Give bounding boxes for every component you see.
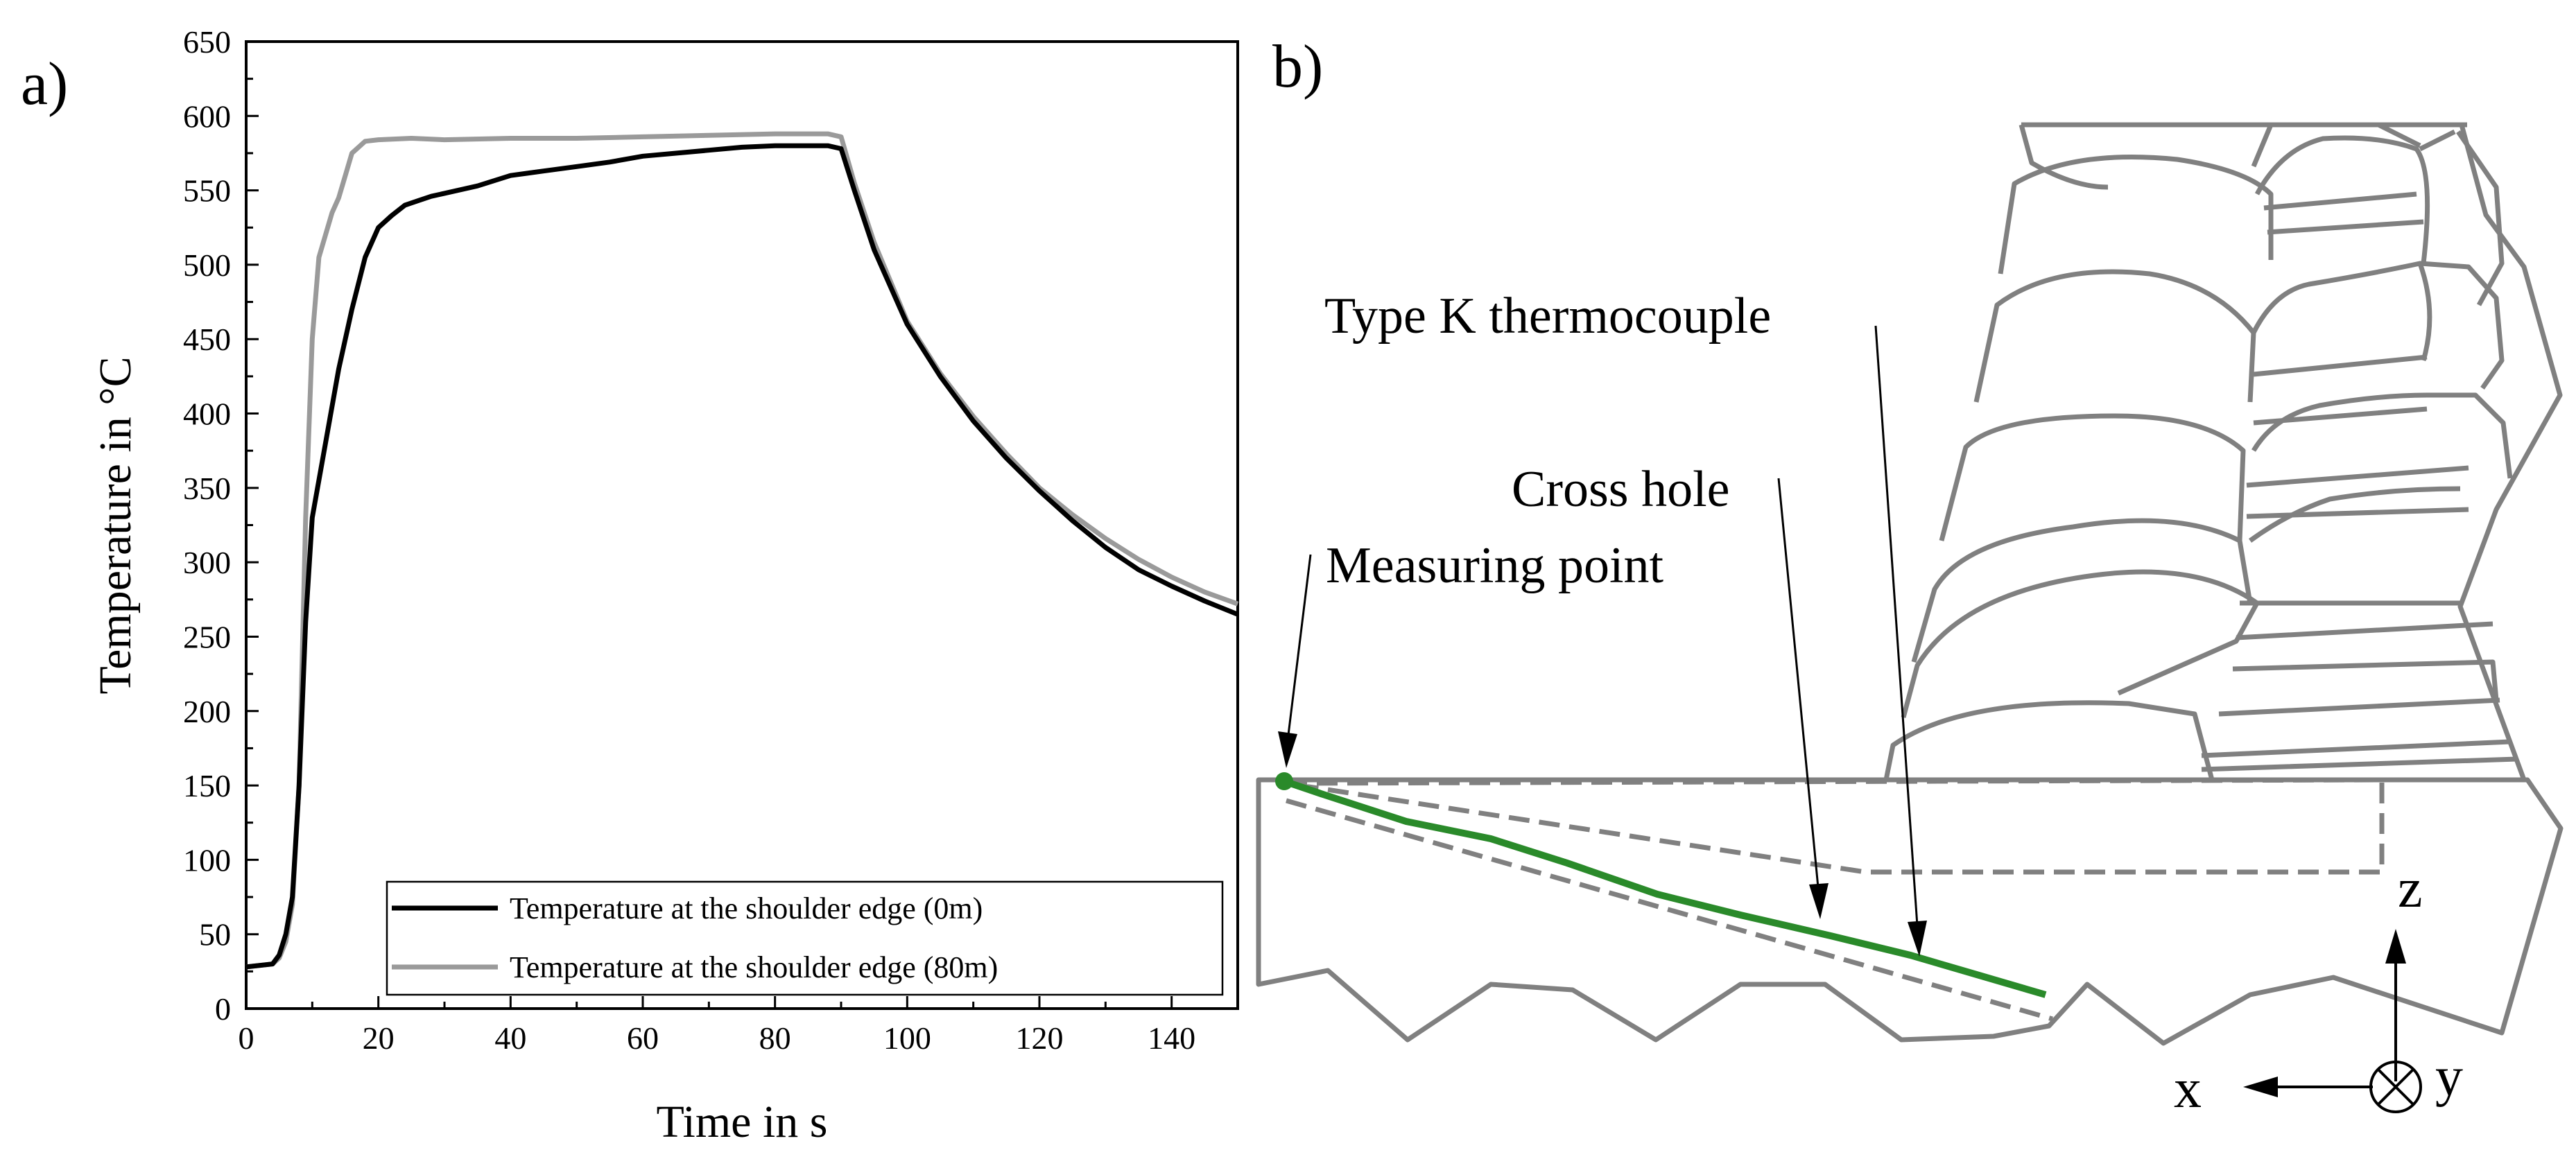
x-tick-label: 40 bbox=[494, 1020, 526, 1056]
bead-small-2 bbox=[2251, 261, 2432, 361]
y-tick-label: 450 bbox=[183, 322, 231, 357]
cross-hole-outline bbox=[1286, 777, 2385, 1022]
y-tick-label: 350 bbox=[183, 471, 231, 506]
bead-lines-2 bbox=[2253, 354, 2428, 426]
y-tick-label: 300 bbox=[183, 545, 231, 580]
label-cross-hole: Cross hole bbox=[1512, 461, 1730, 518]
y-axis-into-page-icon bbox=[2369, 1061, 2422, 1113]
bead-cells-1 bbox=[2251, 122, 2505, 306]
panel-label-b: b) bbox=[1272, 33, 1323, 101]
y-tick-label: 650 bbox=[183, 24, 231, 60]
bead-3 bbox=[1911, 518, 2253, 663]
legend-box bbox=[386, 880, 1224, 996]
measuring-point-arrow-line bbox=[1287, 554, 1312, 735]
layer-outline bbox=[2457, 122, 2563, 781]
x-tick-label: 60 bbox=[627, 1020, 659, 1056]
x-tick-label: 140 bbox=[1148, 1020, 1195, 1056]
weld-diagram bbox=[1256, 122, 2564, 1046]
series-line-1 bbox=[245, 131, 1239, 970]
x-tick-label: 120 bbox=[1016, 1020, 1064, 1056]
bead-2 bbox=[1901, 569, 2260, 718]
x-tick-label: 80 bbox=[759, 1020, 791, 1056]
y-axis-title: Temperature in °C bbox=[90, 356, 141, 694]
bead-small-1 bbox=[2254, 135, 2430, 264]
bead-1 bbox=[1883, 700, 2215, 781]
x-axis-title: Time in s bbox=[657, 1097, 828, 1147]
x-tick-label: 0 bbox=[239, 1020, 254, 1056]
bead-small-3 bbox=[2251, 392, 2428, 452]
thermocouple-arrow-line bbox=[1874, 325, 1919, 926]
y-tick-label: 400 bbox=[183, 397, 231, 432]
z-axis-label: z bbox=[2398, 858, 2423, 919]
y-tick-label: 50 bbox=[199, 917, 231, 952]
bead-lines-3 bbox=[2246, 465, 2469, 519]
bead-small-4 bbox=[2248, 486, 2461, 543]
deposited-layers bbox=[1883, 122, 2563, 781]
label-thermocouple: Type K thermocouple bbox=[1324, 288, 1771, 345]
y-tick-label: 150 bbox=[183, 768, 231, 803]
x-tick-label: 100 bbox=[883, 1020, 931, 1056]
x-axis-ticks: 0 20 40 60 80 100 120 140 bbox=[239, 996, 1239, 1056]
series-line-0 bbox=[245, 143, 1239, 970]
bead-4 bbox=[1939, 413, 2246, 541]
label-measuring-point: Measuring point bbox=[1326, 537, 1664, 594]
bead-cells-3 bbox=[2427, 392, 2513, 479]
bead-5 bbox=[1973, 269, 2256, 403]
y-tick-label: 600 bbox=[183, 98, 231, 134]
x-tick-label: 20 bbox=[363, 1020, 395, 1056]
legend-label-0m: Temperature at the shoulder edge (0m) bbox=[510, 891, 983, 925]
bead-7 bbox=[2019, 124, 2109, 190]
bead-lines-1 bbox=[2263, 191, 2424, 235]
y-tick-label: 550 bbox=[183, 173, 231, 209]
temperature-chart: 050100150200250300350400450500550600650 … bbox=[90, 24, 1239, 1147]
thermocouple-line bbox=[1283, 778, 2047, 998]
series-lines bbox=[245, 131, 1239, 970]
y-tick-label: 250 bbox=[183, 619, 231, 654]
y-axis-ticks: 0 50 100 150 200 250 300 350 400 450 500 550 600 650 bbox=[183, 24, 259, 1027]
bead-lines-5 bbox=[2201, 739, 2518, 772]
bead-lines-4 bbox=[2218, 621, 2500, 717]
workpiece-body bbox=[1256, 777, 2564, 1046]
measuring-point-arrowhead bbox=[1278, 731, 1297, 768]
thermocouple-arrowhead bbox=[1908, 921, 1927, 957]
y-axis-label: y bbox=[2435, 1047, 2463, 1108]
cross-hole-arrowhead bbox=[1809, 883, 1829, 919]
coordinate-system: z x y bbox=[2174, 858, 2463, 1119]
legend-label-80m: Temperature at the shoulder edge (80m) bbox=[510, 950, 998, 984]
z-axis-arrowhead bbox=[2385, 929, 2406, 964]
y-tick-label: 0 bbox=[215, 991, 231, 1027]
y-tick-label: 200 bbox=[183, 694, 231, 729]
measuring-point-dot bbox=[1275, 772, 1293, 790]
bead-cells-2 bbox=[2419, 261, 2505, 390]
bead-6 bbox=[1998, 155, 2274, 275]
x-axis-arrowhead bbox=[2243, 1077, 2278, 1097]
y-tick-label: 100 bbox=[183, 842, 231, 878]
cross-hole-arrow-line bbox=[1777, 478, 1819, 888]
y-axis-cross-b bbox=[2377, 1068, 2414, 1106]
panel-label-a: a) bbox=[21, 51, 68, 118]
x-axis-label: x bbox=[2174, 1058, 2202, 1119]
y-tick-label: 500 bbox=[183, 247, 231, 283]
legend: Temperature at the shoulder edge (0m) Te… bbox=[386, 880, 1224, 996]
